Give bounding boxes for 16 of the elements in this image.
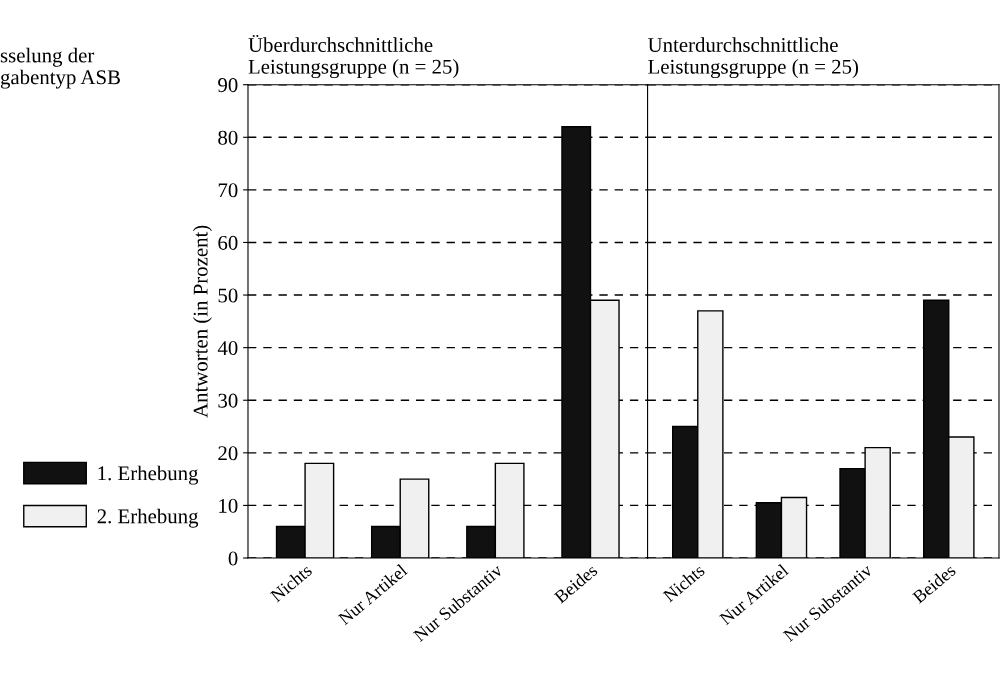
y-tick-label: 50 [218,288,238,303]
legend-label: 1. Erhebung [98,465,199,485]
y-tick-label: 60 [218,235,238,250]
text: sselung der gabentyp ASB [0,47,120,89]
y-tick-label: 80 [218,130,238,145]
y-tick-label: 70 [218,183,238,198]
y-tick-label: 0 [228,551,238,566]
legend-label: 2. Erhebung [97,508,199,528]
y-tick-label: 30 [218,393,238,408]
chart-title: Unterdurchschnittliche Leistungsgruppe (n = 25) [648,37,859,79]
y-axis-title: Antworten (in Prozent) [192,225,212,418]
y-tick-label: 20 [218,446,238,461]
y-tick-label: 40 [217,341,238,356]
y-tick-label: 90 [218,78,238,93]
chart-title: Überdurchschnittliche Leistungsgruppe (n = 25) [248,34,459,79]
y-tick-label: 10 [219,498,238,513]
